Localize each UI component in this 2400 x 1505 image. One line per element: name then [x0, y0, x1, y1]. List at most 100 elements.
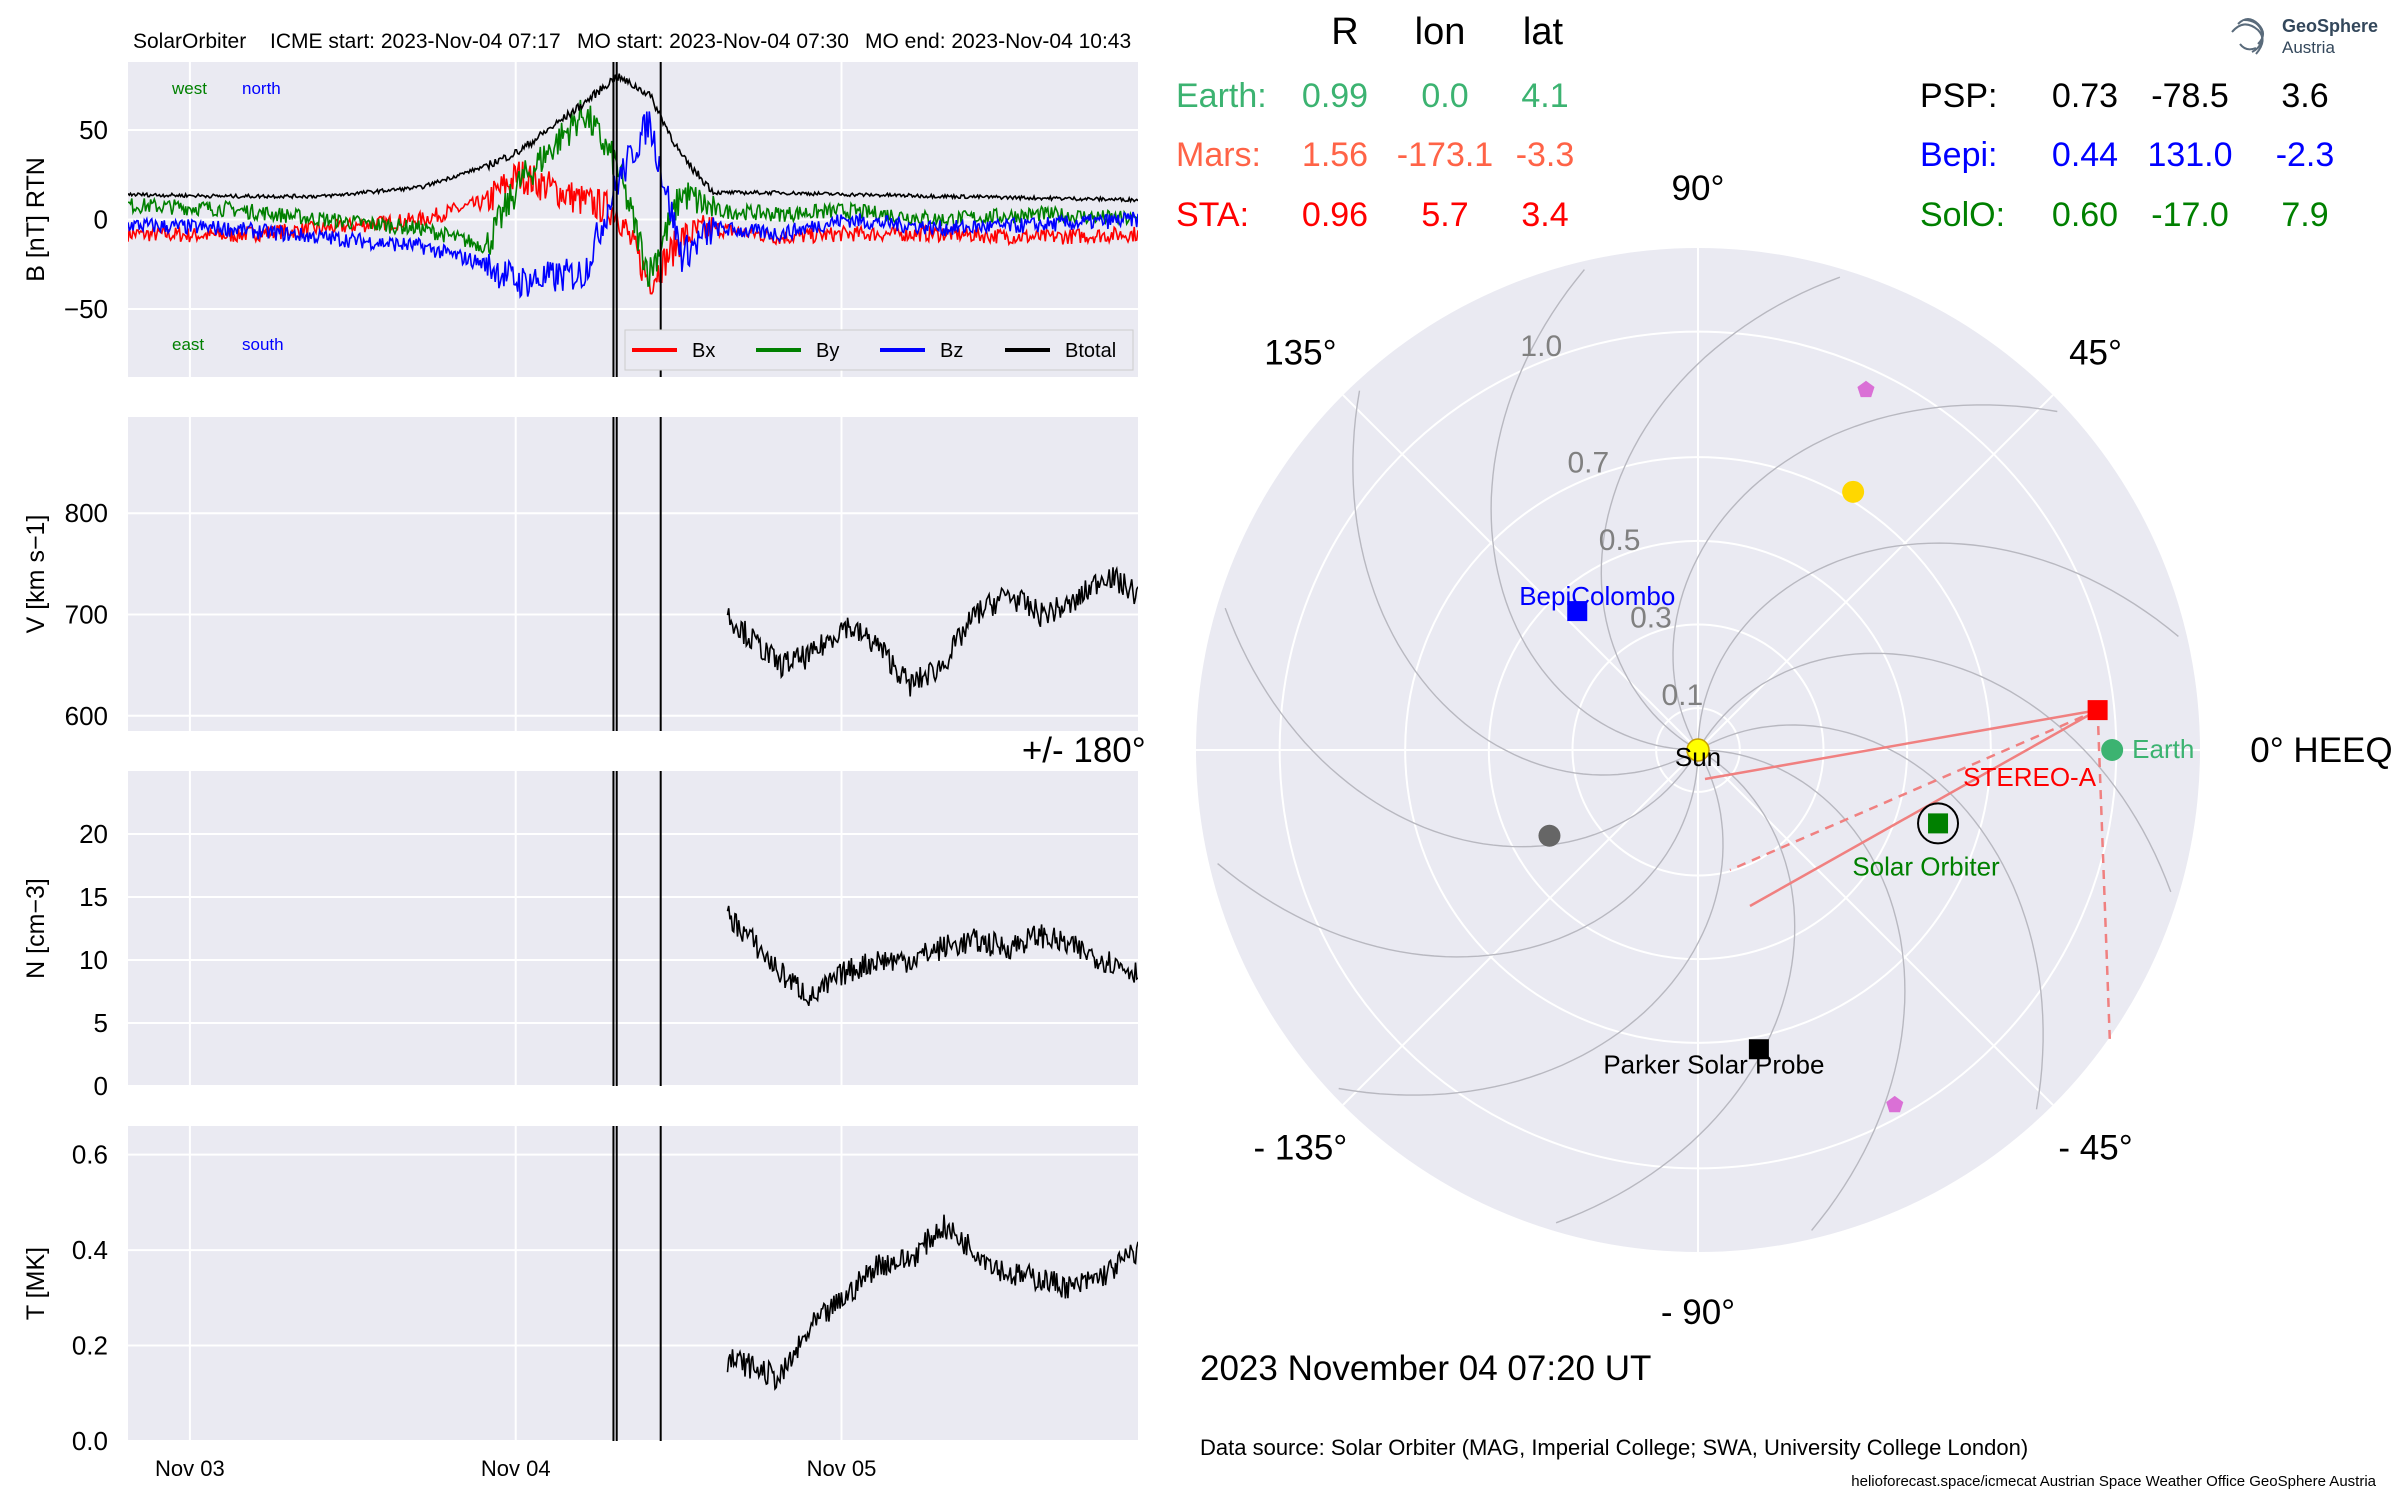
- table-row-lat: -2.3: [2276, 136, 2335, 174]
- panel-velocity: 600 700 800 V [km s−1]: [22, 417, 1138, 731]
- angle-label: 135°: [1264, 333, 1336, 372]
- body-marker-solar-orbiter: [1928, 813, 1949, 834]
- polar-ring: [1404, 456, 1992, 1044]
- radial-tick-label: 0.3: [1630, 602, 1672, 635]
- body-marker-venus: [1842, 480, 1865, 503]
- body-bepicolombo: BepiColombo: [1519, 581, 1675, 622]
- table-row-lat: 7.9: [2281, 196, 2328, 234]
- polar-plot: 0.1 0.3 0.5 0.7 1.0 0° HEEQ 45° 90° 135° +/- 180°…: [1022, 169, 2393, 1332]
- body-marker-sun: [1686, 738, 1710, 762]
- body-label-earth: Earth: [2132, 734, 2194, 764]
- y-axis-label: N [cm−3]: [22, 878, 50, 979]
- table-row-lon: -17.0: [2151, 196, 2229, 234]
- x-tick-label: Nov 05: [807, 1456, 877, 1481]
- radial-tick-label: 0.7: [1567, 446, 1609, 479]
- table-row-name: SolO:: [1920, 196, 2005, 234]
- logo-text-line2: Austria: [2282, 38, 2335, 57]
- parker-spiral-line: [1697, 724, 2044, 1110]
- parker-spiral-line: [1600, 276, 1841, 751]
- radial-tick-label: 0.1: [1661, 679, 1703, 712]
- table-row-name: Mars:: [1176, 136, 1261, 174]
- parker-spiral-line: [1697, 652, 2172, 893]
- y-tick-label: 0.4: [72, 1235, 108, 1265]
- data-source-note: Data source: Solar Orbiter (MAG, Imperia…: [1200, 1435, 2028, 1460]
- polar-ring: [1571, 623, 1825, 877]
- corner-label-north: north: [242, 79, 281, 98]
- table-row-name: STA:: [1176, 196, 1249, 234]
- table-rows: Earth: 0.99 0.0 4.1 Mars: 1.56 -173.1 -3.3 STA: 0…: [1176, 77, 2334, 234]
- y-tick-label: 800: [65, 498, 108, 528]
- parker-spiral-line: [1697, 749, 1906, 1231]
- body-marker-mercury: [1538, 824, 1561, 847]
- series-line-btotal: [128, 73, 1138, 204]
- table-row-lon: -78.5: [2151, 77, 2229, 115]
- body-marker-comet-upper: [1857, 380, 1875, 398]
- series-line-v: [726, 565, 1138, 697]
- body-stereo-a: STEREO-A: [1963, 700, 2108, 792]
- y-tick-label: 700: [65, 600, 108, 630]
- polar-ring: [1487, 539, 1909, 961]
- table-row-r: 0.60: [2052, 196, 2118, 234]
- y-axis-label: T [MK]: [22, 1247, 50, 1320]
- y-tick-label: 0.6: [72, 1140, 108, 1170]
- body-solar-orbiter: Solar Orbiter: [1852, 802, 2000, 881]
- body-sun: Sun: [1675, 738, 1721, 772]
- spacecraft-name: SolarOrbiter: [133, 30, 246, 53]
- body-marker-parker-solar-probe: [1748, 1039, 1769, 1060]
- y-tick-label: 0: [94, 1071, 108, 1101]
- column-header-lat: lat: [1523, 11, 1564, 53]
- y-axis-label: B [nT] RTN: [22, 157, 50, 282]
- legend: Bx By Bz Btotal: [624, 329, 1134, 371]
- y-tick-label: 50: [79, 115, 108, 145]
- series-line-bz: [128, 111, 1138, 299]
- fov-line-dashed: [1729, 708, 2099, 872]
- radial-tick-label: 1.0: [1520, 330, 1562, 363]
- panel-header: SolarOrbiter ICME start: 2023-Nov-04 07:…: [133, 30, 1131, 53]
- series-line-by: [128, 99, 1138, 287]
- body-label-sun: Sun: [1675, 742, 1721, 772]
- table-row-lat: 4.1: [1521, 77, 1568, 115]
- y-tick-label: 0.0: [72, 1426, 108, 1456]
- body-label-parker-solar-probe: Parker Solar Probe: [1603, 1049, 1824, 1079]
- series-line-bx: [128, 161, 1138, 295]
- y-tick-label: 20: [79, 819, 108, 849]
- table-row-lat: 3.6: [2281, 77, 2328, 115]
- parker-spiral-line: [1555, 749, 1796, 1224]
- body-earth: Earth: [2101, 734, 2194, 764]
- legend-label-bz: Bz: [940, 340, 963, 362]
- body-marker-earth: [2101, 739, 2124, 761]
- geosphere-logo: GeoSphere Austria: [2231, 16, 2378, 57]
- body-marker-bepicolombo: [1567, 601, 1588, 622]
- body-venus: [1842, 480, 1865, 503]
- table-row-name: Earth:: [1176, 77, 1267, 115]
- geosphere-logo-icon: [2231, 18, 2264, 55]
- table-row-lon: 0.0: [1421, 77, 1468, 115]
- body-mercury: [1538, 824, 1561, 847]
- y-tick-label: 10: [79, 945, 108, 975]
- plot-area: [128, 73, 1138, 299]
- legend-label-btotal: Btotal: [1065, 340, 1116, 362]
- series-line-t: [726, 1214, 1138, 1391]
- angle-label: 45°: [2069, 333, 2122, 372]
- y-tick-label: 0.2: [72, 1331, 108, 1361]
- panel-density: 0 5 10 15 20 N [cm−3]: [22, 771, 1138, 1101]
- table-row-name: Bepi:: [1920, 136, 1998, 174]
- logo-text-line1: GeoSphere: [2282, 16, 2378, 36]
- plot-area: [726, 905, 1138, 1007]
- x-tick-label: Nov 04: [481, 1456, 551, 1481]
- table-row-lon: 5.7: [1421, 196, 1468, 234]
- y-tick-label: 600: [65, 701, 108, 731]
- position-table: R lon lat Earth: 0.99 0.0 4.1 Mars: 1.56 -173.…: [1176, 11, 2334, 234]
- angle-label: 90°: [1672, 169, 1725, 208]
- icme-start-label: ICME start: 2023-Nov-04 07:17: [270, 30, 561, 53]
- mo-end-label: MO end: 2023-Nov-04 10:43: [865, 30, 1131, 53]
- body-comet-upper: [1857, 380, 1875, 398]
- legend-label-bx: Bx: [692, 340, 715, 362]
- table-row-r: 0.96: [1302, 196, 1368, 234]
- corner-label-south: south: [242, 335, 284, 354]
- fov-line-dashed: [2096, 710, 2112, 1046]
- parker-spiral-line: [1352, 390, 1699, 776]
- mo-start-label: MO start: 2023-Nov-04 07:30: [577, 30, 849, 53]
